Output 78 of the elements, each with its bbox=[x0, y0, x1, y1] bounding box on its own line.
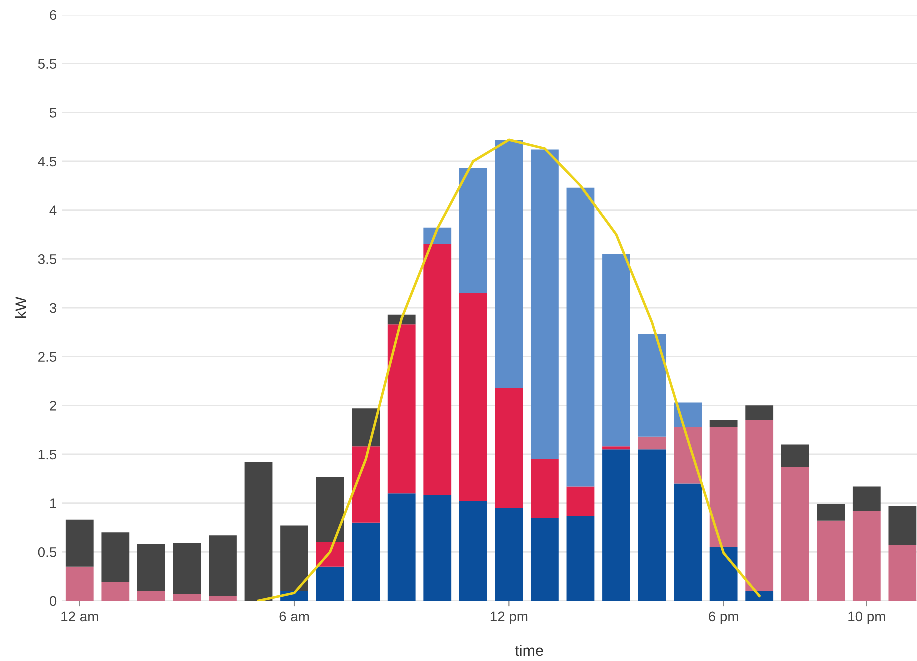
bar bbox=[137, 591, 166, 601]
bar bbox=[244, 462, 273, 601]
bar bbox=[817, 504, 846, 521]
bar bbox=[674, 427, 702, 484]
bar bbox=[102, 582, 130, 601]
y-tick-label: 5.5 bbox=[38, 59, 57, 70]
bar bbox=[424, 228, 452, 245]
y-tick-label: 2.5 bbox=[38, 352, 57, 362]
y-tick-label: 0.5 bbox=[38, 548, 57, 558]
bar bbox=[137, 544, 166, 592]
bar bbox=[852, 511, 881, 601]
bar bbox=[459, 168, 488, 294]
bar bbox=[817, 520, 846, 601]
bar bbox=[566, 486, 595, 516]
bar bbox=[888, 545, 917, 601]
x-tick-label: 12 pm bbox=[490, 612, 528, 624]
y-axis-title: kW bbox=[15, 297, 26, 318]
bar bbox=[746, 406, 774, 420]
x-axis-title: time bbox=[515, 644, 544, 656]
y-tick-label: 5 bbox=[50, 108, 57, 118]
bar bbox=[495, 140, 524, 388]
bar bbox=[459, 293, 488, 502]
bar bbox=[746, 420, 774, 592]
bar bbox=[66, 566, 94, 601]
bar bbox=[888, 506, 917, 546]
bar bbox=[102, 532, 130, 582]
bar bbox=[316, 476, 344, 542]
bar bbox=[173, 543, 202, 594]
bar bbox=[781, 444, 810, 468]
bar bbox=[710, 427, 738, 548]
y-tick-label: 2 bbox=[50, 401, 56, 411]
y-tick-label: 1.5 bbox=[38, 450, 57, 460]
bar bbox=[602, 446, 630, 450]
bar bbox=[388, 494, 416, 601]
bar bbox=[66, 520, 94, 567]
y-tick-label: 3.5 bbox=[38, 254, 57, 264]
bar bbox=[459, 501, 488, 601]
bar bbox=[209, 596, 237, 601]
bar bbox=[280, 526, 308, 592]
bar bbox=[209, 536, 237, 596]
bar bbox=[316, 566, 344, 601]
bar bbox=[495, 388, 524, 508]
bar bbox=[424, 496, 452, 601]
bar bbox=[388, 324, 416, 494]
bar bbox=[352, 446, 380, 523]
y-tick-label: 4.5 bbox=[38, 156, 57, 167]
x-tick-label: 12 am bbox=[62, 612, 98, 622]
y-tick-label: 6 bbox=[50, 10, 57, 20]
bar bbox=[781, 467, 810, 601]
bar bbox=[602, 254, 630, 447]
bar bbox=[531, 518, 559, 601]
bar bbox=[852, 486, 881, 512]
bar bbox=[710, 420, 738, 428]
bar bbox=[638, 436, 666, 450]
bar bbox=[173, 594, 202, 601]
bar bbox=[602, 450, 630, 601]
bar bbox=[352, 522, 380, 601]
y-tick-label: 1 bbox=[50, 498, 56, 508]
bar bbox=[746, 591, 774, 601]
y-tick-label: 4 bbox=[50, 206, 57, 216]
bar bbox=[566, 188, 595, 487]
bar bbox=[352, 408, 380, 447]
x-tick-label: 6 pm bbox=[709, 612, 738, 624]
bar bbox=[674, 402, 702, 428]
bar bbox=[566, 516, 595, 601]
bar bbox=[531, 459, 559, 518]
bar bbox=[424, 244, 452, 496]
y-tick-label: 3 bbox=[50, 303, 57, 314]
y-tick-label: 0 bbox=[50, 596, 57, 606]
bar bbox=[638, 450, 666, 601]
bar bbox=[531, 150, 559, 460]
bar bbox=[674, 484, 702, 601]
bar bbox=[710, 547, 738, 601]
bar bbox=[495, 508, 524, 601]
x-tick-label: 10 pm bbox=[848, 612, 886, 624]
bar bbox=[638, 334, 666, 437]
line-series bbox=[258, 138, 761, 601]
x-tick-label: 6 am bbox=[280, 612, 310, 622]
